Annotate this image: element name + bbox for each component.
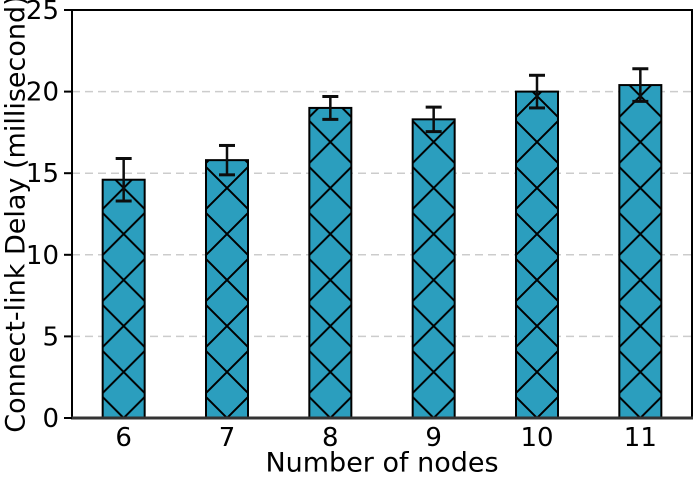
y-tick-label-5: 5 — [42, 322, 59, 352]
x-tick-label-11: 11 — [624, 423, 657, 453]
bar-hatch-7 — [205, 159, 249, 419]
error-bar-9 — [425, 105, 442, 134]
y-tick-label-0: 0 — [42, 404, 59, 434]
x-axis-label: Number of nodes — [265, 447, 499, 479]
y-tick-label-10: 10 — [26, 241, 59, 271]
x-tick-label-7: 7 — [219, 423, 236, 453]
y-tick-label-25: 25 — [26, 0, 59, 26]
bar-hatch-11 — [618, 84, 663, 420]
bar-hatch-10 — [515, 90, 559, 419]
error-bar-7 — [219, 143, 235, 177]
x-tick-label-8: 8 — [322, 423, 339, 453]
bar-hatch-9 — [411, 118, 456, 420]
error-bar-11 — [632, 67, 649, 103]
bar-hatch-6 — [101, 178, 146, 419]
y-tick-label-20: 20 — [26, 78, 59, 108]
error-bar-8 — [322, 94, 339, 121]
x-tick-label-9: 9 — [425, 423, 442, 453]
bar-hatch-8 — [308, 106, 353, 419]
y-axis-label: Connect-link Delay (millisecond) — [0, 0, 32, 433]
y-tick-label-15: 15 — [26, 159, 59, 189]
x-tick-label-10: 10 — [520, 423, 553, 453]
error-bar-10 — [529, 73, 545, 110]
x-tick-label-6: 6 — [115, 423, 132, 453]
error-bar-6 — [115, 157, 132, 203]
